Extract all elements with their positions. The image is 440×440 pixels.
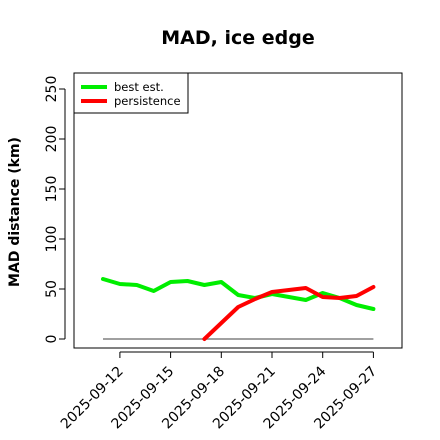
- y-tick-label: 0: [44, 335, 60, 344]
- y-tick-label: 250: [44, 76, 60, 103]
- legend-label-best-est: best est.: [114, 80, 164, 94]
- y-axis: 0 50 100 150 200 250: [44, 76, 66, 344]
- series-line-persistence: [202, 285, 376, 341]
- legend-box: [73, 72, 189, 114]
- series-layer: [101, 277, 376, 341]
- plot-frame: [73, 72, 403, 349]
- legend-label-persistence: persistence: [114, 94, 181, 108]
- y-tick-label: 100: [44, 226, 60, 253]
- legend: best est. persistence: [73, 72, 189, 114]
- y-axis-label: MAD distance (km): [7, 137, 23, 287]
- y-tick-label: 150: [44, 176, 60, 203]
- chart-title: MAD, ice edge: [161, 27, 314, 49]
- y-tick-label: 50: [44, 280, 60, 298]
- y-tick-label: 200: [44, 126, 60, 153]
- x-axis: 2025-09-122025-09-152025-09-182025-09-21…: [58, 351, 380, 432]
- series-line-best-est: [101, 277, 376, 311]
